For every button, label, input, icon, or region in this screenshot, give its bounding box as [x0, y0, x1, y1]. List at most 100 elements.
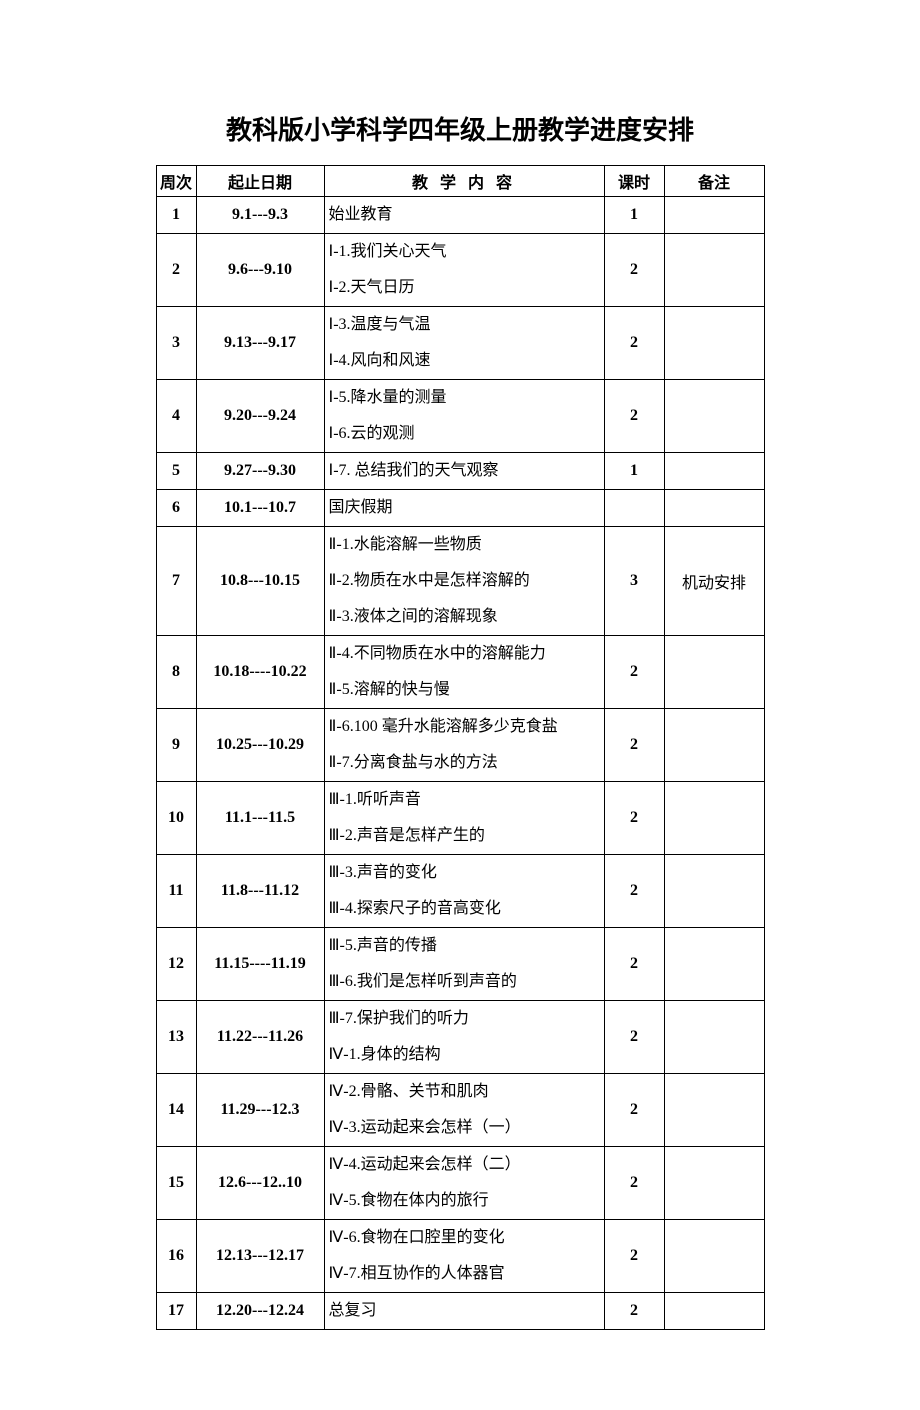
cell-notes	[664, 928, 764, 1001]
content-line: Ⅳ-7.相互协作的人体器官	[329, 1256, 600, 1292]
cell-week: 1	[156, 197, 196, 234]
header-week: 周次	[156, 166, 196, 197]
cell-notes: 机动安排	[664, 527, 764, 636]
table-row: 910.25---10.29Ⅱ-6.100 毫升水能溶解多少克食盐Ⅱ-7.分离食…	[156, 709, 764, 782]
cell-date: 10.1---10.7	[196, 490, 324, 527]
table-header-row: 周次 起止日期 教 学 内 容 课时 备注	[156, 166, 764, 197]
table-row: 1211.15----11.19Ⅲ-5.声音的传播Ⅲ-6.我们是怎样听到声音的2	[156, 928, 764, 1001]
content-line: Ⅳ-5.食物在体内的旅行	[329, 1183, 600, 1219]
cell-content: Ⅱ-1.水能溶解一些物质Ⅱ-2.物质在水中是怎样溶解的Ⅱ-3.液体之间的溶解现象	[324, 527, 604, 636]
cell-notes	[664, 234, 764, 307]
cell-content: Ⅰ-5.降水量的测量Ⅰ-6.云的观测	[324, 380, 604, 453]
cell-week: 15	[156, 1147, 196, 1220]
content-line: Ⅱ-5.溶解的快与慢	[329, 672, 600, 708]
cell-date: 9.27---9.30	[196, 453, 324, 490]
cell-content: 始业教育	[324, 197, 604, 234]
cell-hours: 2	[604, 782, 664, 855]
table-row: 1712.20---12.24总复习2	[156, 1293, 764, 1330]
cell-hours: 2	[604, 1293, 664, 1330]
content-line: Ⅳ-4.运动起来会怎样（二）	[329, 1147, 600, 1183]
content-line: Ⅲ-1.听听声音	[329, 782, 600, 818]
table-row: 1111.8---11.12Ⅲ-3.声音的变化Ⅲ-4.探索尺子的音高变化2	[156, 855, 764, 928]
cell-date: 11.22---11.26	[196, 1001, 324, 1074]
content-line: Ⅱ-1.水能溶解一些物质	[329, 527, 600, 563]
cell-date: 10.25---10.29	[196, 709, 324, 782]
cell-content: Ⅲ-3.声音的变化Ⅲ-4.探索尺子的音高变化	[324, 855, 604, 928]
cell-notes	[664, 380, 764, 453]
cell-week: 8	[156, 636, 196, 709]
content-line: Ⅳ-1.身体的结构	[329, 1037, 600, 1073]
content-line: Ⅲ-6.我们是怎样听到声音的	[329, 964, 600, 1000]
cell-content: Ⅲ-5.声音的传播Ⅲ-6.我们是怎样听到声音的	[324, 928, 604, 1001]
table-row: 49.20---9.24Ⅰ-5.降水量的测量Ⅰ-6.云的观测2	[156, 380, 764, 453]
cell-hours: 2	[604, 1147, 664, 1220]
cell-notes	[664, 1220, 764, 1293]
content-line: Ⅲ-4.探索尺子的音高变化	[329, 891, 600, 927]
content-line: Ⅲ-2.声音是怎样产生的	[329, 818, 600, 854]
content-line: Ⅱ-2.物质在水中是怎样溶解的	[329, 563, 600, 599]
cell-week: 9	[156, 709, 196, 782]
content-line: Ⅰ-3.温度与气温	[329, 307, 600, 343]
header-content: 教 学 内 容	[324, 166, 604, 197]
content-line: Ⅱ-7.分离食盐与水的方法	[329, 745, 600, 781]
cell-week: 4	[156, 380, 196, 453]
cell-hours: 2	[604, 1220, 664, 1293]
table-row: 1612.13---12.17Ⅳ-6.食物在口腔里的变化Ⅳ-7.相互协作的人体器…	[156, 1220, 764, 1293]
cell-week: 6	[156, 490, 196, 527]
content-line: 始业教育	[329, 197, 600, 233]
header-notes: 备注	[664, 166, 764, 197]
cell-date: 10.18----10.22	[196, 636, 324, 709]
cell-content: Ⅰ-1.我们关心天气Ⅰ-2.天气日历	[324, 234, 604, 307]
cell-hours: 1	[604, 197, 664, 234]
cell-hours: 2	[604, 1074, 664, 1147]
table-row: 29.6---9.10Ⅰ-1.我们关心天气Ⅰ-2.天气日历2	[156, 234, 764, 307]
table-row: 59.27---9.30Ⅰ-7. 总结我们的天气观察1	[156, 453, 764, 490]
cell-date: 12.13---12.17	[196, 1220, 324, 1293]
cell-week: 3	[156, 307, 196, 380]
table-row: 810.18----10.22Ⅱ-4.不同物质在水中的溶解能力Ⅱ-5.溶解的快与…	[156, 636, 764, 709]
cell-hours: 2	[604, 234, 664, 307]
cell-date: 11.1---11.5	[196, 782, 324, 855]
content-line: Ⅳ-6.食物在口腔里的变化	[329, 1220, 600, 1256]
content-line: Ⅲ-7.保护我们的听力	[329, 1001, 600, 1037]
cell-date: 11.8---11.12	[196, 855, 324, 928]
cell-week: 17	[156, 1293, 196, 1330]
cell-notes	[664, 490, 764, 527]
cell-content: Ⅳ-2.骨骼、关节和肌肉Ⅳ-3.运动起来会怎样（一）	[324, 1074, 604, 1147]
content-line: Ⅰ-6.云的观测	[329, 416, 600, 452]
cell-date: 12.20---12.24	[196, 1293, 324, 1330]
table-row: 19.1---9.3始业教育1	[156, 197, 764, 234]
cell-notes	[664, 453, 764, 490]
cell-notes	[664, 1001, 764, 1074]
page: 教科版小学科学四年级上册教学进度安排 周次 起止日期 教 学 内 容 课时 备注…	[0, 0, 920, 1410]
table-row: 1411.29---12.3Ⅳ-2.骨骼、关节和肌肉Ⅳ-3.运动起来会怎样（一）…	[156, 1074, 764, 1147]
cell-content: 国庆假期	[324, 490, 604, 527]
cell-week: 12	[156, 928, 196, 1001]
cell-week: 5	[156, 453, 196, 490]
cell-notes	[664, 709, 764, 782]
table-row: 1311.22---11.26Ⅲ-7.保护我们的听力Ⅳ-1.身体的结构2	[156, 1001, 764, 1074]
cell-content: Ⅲ-1.听听声音Ⅲ-2.声音是怎样产生的	[324, 782, 604, 855]
cell-notes	[664, 855, 764, 928]
cell-notes	[664, 782, 764, 855]
content-line: Ⅲ-5.声音的传播	[329, 928, 600, 964]
content-line: Ⅰ-7. 总结我们的天气观察	[329, 453, 600, 489]
cell-notes	[664, 1293, 764, 1330]
cell-hours: 2	[604, 307, 664, 380]
cell-hours: 2	[604, 855, 664, 928]
content-line: Ⅰ-2.天气日历	[329, 270, 600, 306]
header-date: 起止日期	[196, 166, 324, 197]
content-line: 国庆假期	[329, 490, 600, 526]
cell-date: 12.6---12..10	[196, 1147, 324, 1220]
cell-content: Ⅳ-4.运动起来会怎样（二）Ⅳ-5.食物在体内的旅行	[324, 1147, 604, 1220]
cell-date: 10.8---10.15	[196, 527, 324, 636]
cell-date: 11.15----11.19	[196, 928, 324, 1001]
cell-date: 9.13---9.17	[196, 307, 324, 380]
cell-notes	[664, 307, 764, 380]
cell-week: 10	[156, 782, 196, 855]
cell-notes	[664, 197, 764, 234]
cell-hours: 2	[604, 636, 664, 709]
content-line: Ⅱ-4.不同物质在水中的溶解能力	[329, 636, 600, 672]
cell-hours: 2	[604, 1001, 664, 1074]
header-hours: 课时	[604, 166, 664, 197]
